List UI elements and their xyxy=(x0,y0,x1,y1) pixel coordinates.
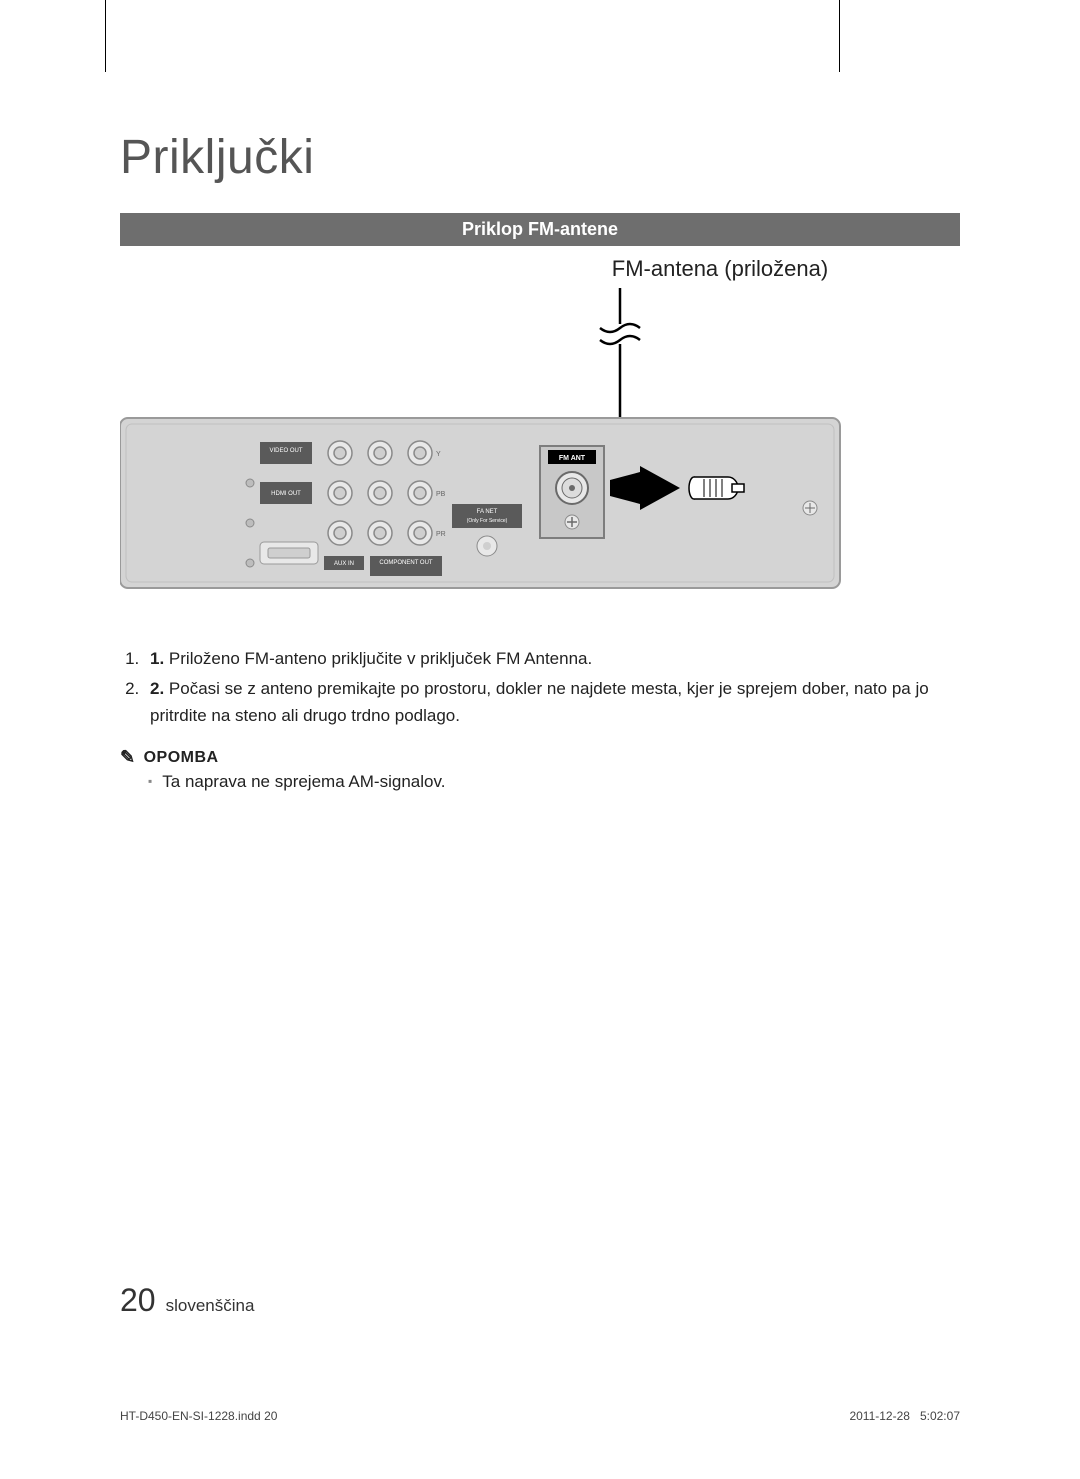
note-item: Ta naprava ne sprejema AM-signalov. xyxy=(148,772,960,792)
svg-text:Y: Y xyxy=(436,451,441,458)
label-video-out: VIDEO OUT xyxy=(269,448,302,454)
label-fa-net: FA NET xyxy=(477,509,498,515)
note-list: Ta naprava ne sprejema AM-signalov. xyxy=(120,772,960,792)
instruction-step: 1. Priloženo FM-anteno priključite v pri… xyxy=(144,646,960,672)
antenna-plug-icon xyxy=(689,477,744,499)
print-metadata: HT-D450-EN-SI-1228.indd 20 2011-12-28 5:… xyxy=(120,1409,960,1423)
print-file: HT-D450-EN-SI-1228.indd 20 xyxy=(120,1409,277,1423)
svg-text:PB: PB xyxy=(436,491,446,498)
note-icon: ✎ xyxy=(120,747,136,768)
step-text: Počasi se z anteno premikajte po prostor… xyxy=(150,679,929,724)
section-heading-bar: Priklop FM-antene xyxy=(120,213,960,246)
label-aux-in: AUX IN xyxy=(334,561,354,567)
print-date: 2011-12-28 xyxy=(849,1409,910,1423)
fm-antenna-diagram: VIDEO OUT HDMI OUT AUX IN xyxy=(120,288,960,598)
manual-page: Priključki Priklop FM-antene FM-antena (… xyxy=(0,0,1080,1479)
page-footer: 20 slovenščina xyxy=(120,1282,254,1319)
page-number: 20 xyxy=(120,1282,156,1319)
note-heading: ✎ OPOMBA xyxy=(120,747,960,768)
print-time: 5:02:07 xyxy=(920,1409,960,1423)
label-fa-net-sub: (Only For Service) xyxy=(467,518,508,524)
instruction-list: 1. Priloženo FM-anteno priključite v pri… xyxy=(120,646,960,729)
note-heading-text: OPOMBA xyxy=(144,749,219,767)
footer-language: slovenščina xyxy=(166,1296,255,1316)
diagram-caption: FM-antena (priložena) xyxy=(480,256,960,282)
step-number: 1. xyxy=(150,649,164,668)
chapter-title: Priključki xyxy=(120,130,960,185)
instruction-step: 2. Počasi se z anteno premikajte po pros… xyxy=(144,676,960,729)
label-hdmi-out: HDMI OUT xyxy=(271,491,301,497)
label-component-out: COMPONENT OUT xyxy=(379,560,433,566)
svg-text:PR: PR xyxy=(436,531,446,538)
step-text: Priloženo FM-anteno priključite v priklj… xyxy=(169,649,592,668)
step-number: 2. xyxy=(150,679,164,698)
crop-marks xyxy=(50,0,1030,72)
label-fm-ant: FM ANT xyxy=(559,455,586,462)
diagram-container: FM-antena (priložena) xyxy=(120,256,960,598)
